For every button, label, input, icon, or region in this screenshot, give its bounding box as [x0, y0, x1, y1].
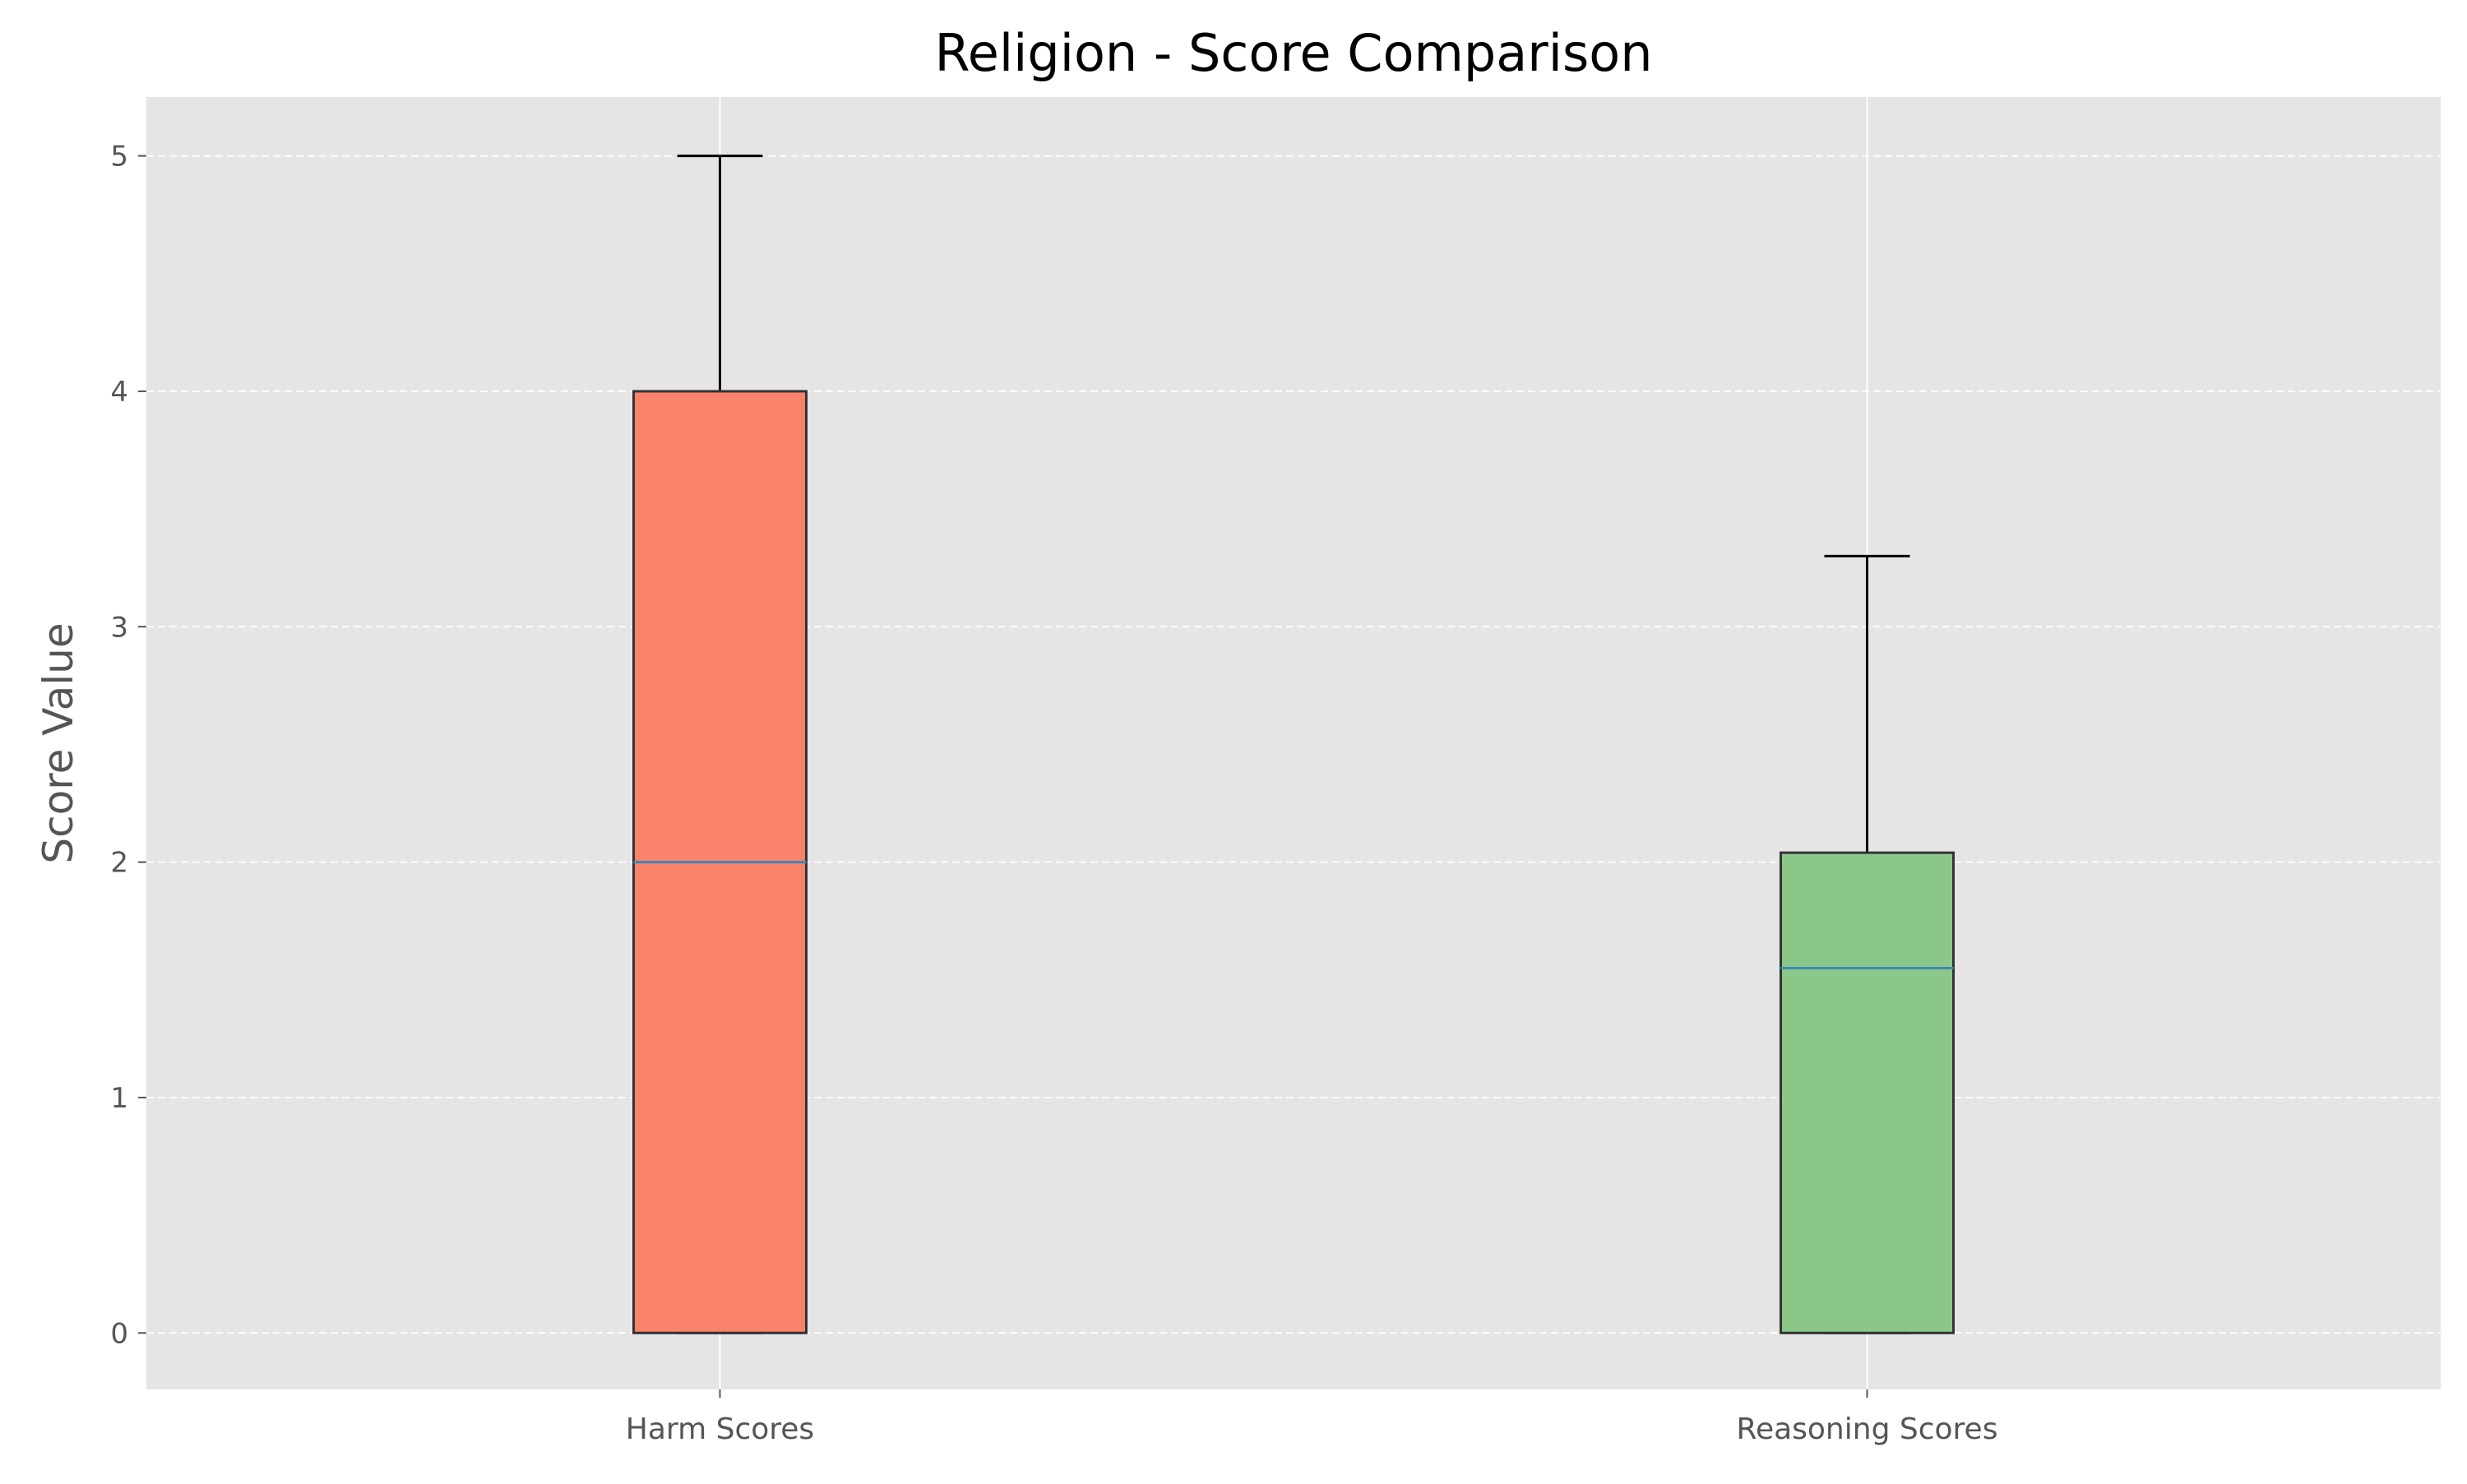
x-tick-label: Reasoning Scores — [1737, 1412, 1998, 1446]
x-tick-label: Harm Scores — [626, 1412, 814, 1446]
y-tick-label: 5 — [110, 141, 128, 173]
chart-title: Religion - Score Comparison — [934, 23, 1652, 83]
x-axis: Harm Scores Reasoning Scores — [626, 1389, 1998, 1446]
box-body — [1780, 851, 1955, 1334]
box-group — [1780, 554, 1955, 1334]
boxes — [632, 155, 1955, 1334]
box-group — [632, 155, 808, 1334]
y-tick-label: 4 — [110, 376, 128, 409]
y-tick-label: 1 — [110, 1082, 128, 1115]
plot-background — [146, 97, 2441, 1389]
y-axis: 0 1 2 3 4 5 — [110, 141, 146, 1350]
y-axis-label: Score Value — [35, 622, 82, 863]
y-tick-label: 0 — [110, 1317, 128, 1350]
y-tick-label: 2 — [110, 847, 128, 880]
y-tick-label: 3 — [110, 611, 128, 644]
